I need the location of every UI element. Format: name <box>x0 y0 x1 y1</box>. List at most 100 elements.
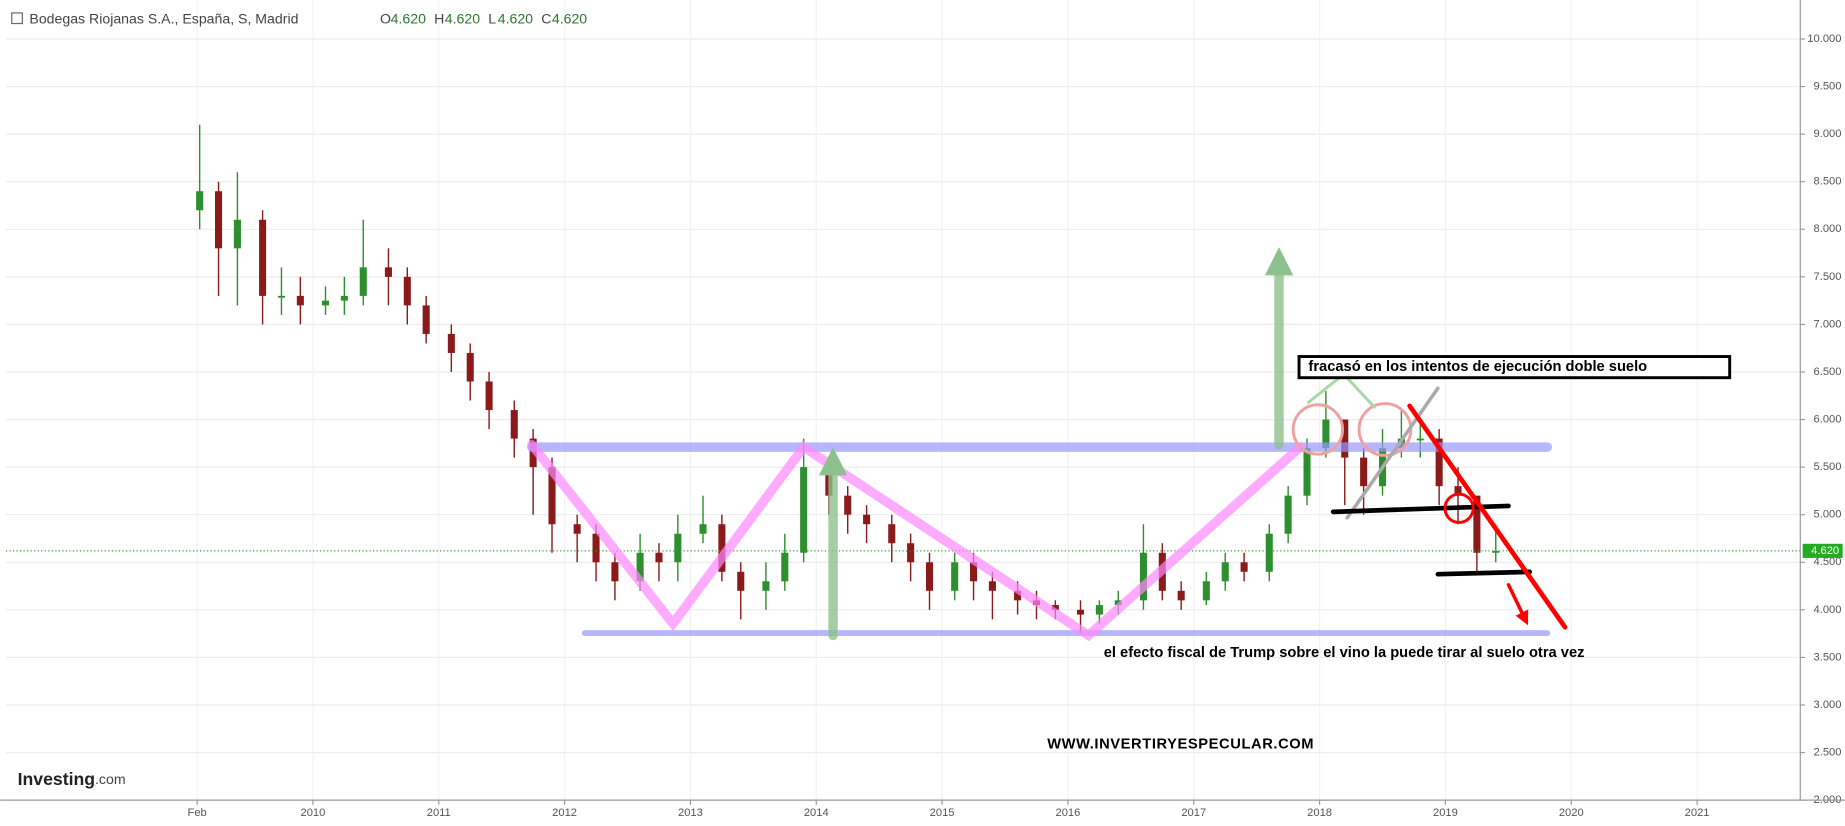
downtrend-line <box>1407 403 1568 630</box>
candle-body <box>925 562 934 591</box>
y-tick-label: 10.000 <box>1807 33 1841 45</box>
last-price-tag <box>1802 543 1843 558</box>
annotation: el efecto fiscal de Trump sobre el vino … <box>1104 645 1585 661</box>
ohlc-label: O <box>380 11 391 27</box>
candle-body <box>321 300 330 306</box>
ohlc-label: C <box>541 11 551 27</box>
down-arrow <box>1506 583 1529 626</box>
candle-body <box>674 533 682 563</box>
candle-body <box>1341 419 1349 458</box>
x-tick-label: 2012 <box>552 807 577 819</box>
x-tick-label: 2015 <box>930 807 955 819</box>
ohlc: O 4.620 H 4.620 L 4.620 C 4.620 <box>380 11 587 27</box>
candle-body <box>466 352 474 382</box>
candle-body <box>510 410 518 439</box>
candle-body <box>655 552 663 563</box>
x-tick-label: 2016 <box>1056 807 1081 819</box>
candle-body <box>485 381 493 411</box>
candle-body <box>1177 590 1185 601</box>
candle-body <box>1051 605 1059 610</box>
collapse-icon[interactable] <box>11 12 23 25</box>
y-tick-label: 7.500 <box>1814 271 1842 283</box>
candle-body <box>844 495 852 515</box>
candle-body <box>340 295 348 301</box>
x-tick-label: 2017 <box>1181 807 1206 819</box>
candle-body <box>737 571 745 591</box>
y-tick-label: 8.000 <box>1814 223 1842 235</box>
x-tick-label: 2011 <box>427 807 451 819</box>
y-tick-label: 8.500 <box>1814 176 1842 188</box>
candle-body <box>196 191 204 211</box>
y-tick-label: 9.000 <box>1814 128 1842 140</box>
candle-body <box>259 219 267 296</box>
y-tick-label: 3.000 <box>1814 699 1842 711</box>
candle-body <box>1360 457 1368 487</box>
candle-body <box>233 219 241 249</box>
x-tick-label: 2021 <box>1685 807 1710 819</box>
candle-body <box>1435 438 1443 487</box>
candle-body <box>699 524 707 534</box>
candle-body <box>573 524 581 534</box>
ohlc-value: 4.620 <box>445 11 480 27</box>
ohlc-value: 4.620 <box>552 11 587 27</box>
candle-body <box>1473 495 1481 553</box>
candle-body <box>1076 609 1085 615</box>
candle-body <box>1454 486 1462 496</box>
y-tick-label: 4.000 <box>1814 604 1842 616</box>
y-tick-label: 6.500 <box>1814 366 1842 378</box>
candle-body <box>384 267 392 277</box>
ohlc-label: H <box>434 11 444 27</box>
candle-body <box>800 467 808 553</box>
y-tick-label: 4.500 <box>1814 556 1842 568</box>
candle-body <box>592 533 600 563</box>
candle-body <box>888 524 896 544</box>
candle-body <box>1139 552 1147 601</box>
candle-body <box>970 562 978 582</box>
candle-body <box>215 191 223 249</box>
candle-body <box>1322 419 1330 449</box>
x-tick-label: 2020 <box>1559 807 1584 819</box>
x-tick-label: 2013 <box>678 807 703 819</box>
candle-body <box>277 295 285 298</box>
candle-body <box>718 524 726 572</box>
candle-body <box>907 543 915 563</box>
ohlc-value: 4.620 <box>391 11 426 27</box>
x-tick-label: 2019 <box>1433 807 1458 819</box>
highlight-circle <box>1443 492 1475 524</box>
last-price-label: 4.620 <box>1811 545 1839 557</box>
y-tick-label: 5.000 <box>1814 509 1842 521</box>
highlight-circle <box>1291 403 1345 456</box>
w-pattern <box>527 440 1305 642</box>
candle-body <box>1202 581 1210 601</box>
y-tick-label: 9.500 <box>1814 81 1842 93</box>
candle-body <box>1221 562 1229 582</box>
trend-line <box>1345 386 1440 520</box>
ohlc-label: L <box>488 11 496 27</box>
candle-body <box>1095 605 1103 615</box>
candle-body <box>422 305 430 334</box>
support-line <box>1435 569 1533 577</box>
x-tick-label: 2014 <box>804 807 829 819</box>
candle-body <box>1303 448 1311 496</box>
logo-suffix: .com <box>95 771 126 787</box>
y-tick-label: 6.000 <box>1814 414 1842 426</box>
annotation: fracasó en los intentos de ejecución dob… <box>1308 359 1647 375</box>
y-tick-label: 2.500 <box>1814 746 1842 758</box>
candle-body <box>1265 533 1273 572</box>
candle-body <box>762 581 770 591</box>
y-tick-label: 7.000 <box>1814 318 1842 330</box>
candle-body <box>447 333 455 353</box>
y-tick-label: 5.500 <box>1814 461 1842 473</box>
drawings <box>527 247 1568 642</box>
instrument-title: Bodegas Riojanas S.A., España, S, Madrid <box>29 11 298 27</box>
candle-body <box>548 467 556 525</box>
logo: Investing.com <box>18 769 126 789</box>
x-tick-label: Feb <box>188 807 207 819</box>
y-tick-label: 3.500 <box>1814 651 1842 663</box>
candle-body <box>296 295 304 306</box>
candle-body <box>1284 495 1292 534</box>
candle-body <box>611 562 619 582</box>
x-tick-label: 2010 <box>301 807 326 819</box>
